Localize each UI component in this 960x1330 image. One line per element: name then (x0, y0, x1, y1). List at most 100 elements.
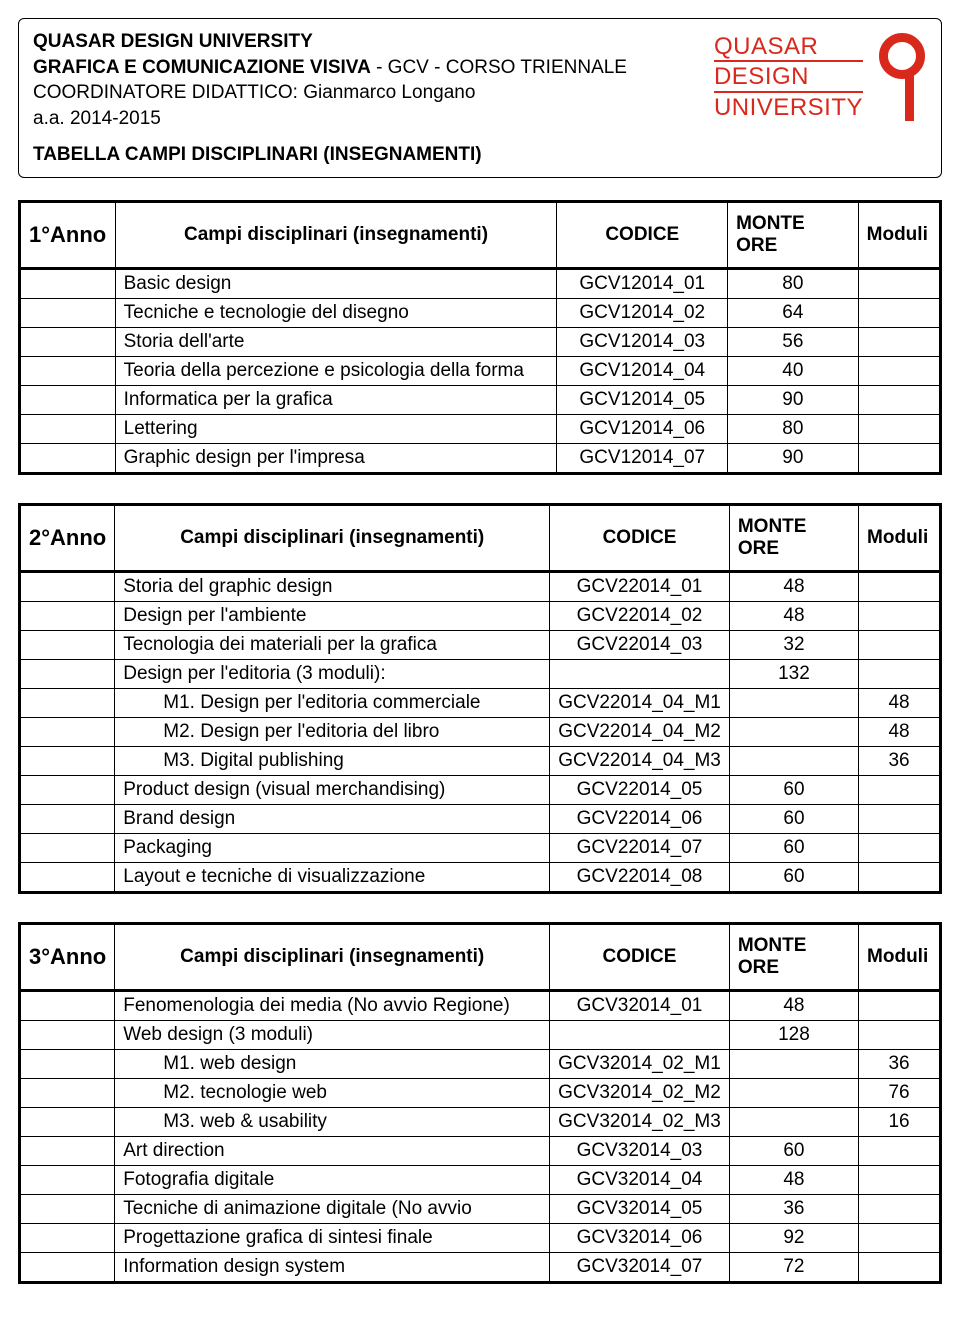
cell-course-name: Tecniche di animazione digitale (No avvi… (115, 1195, 550, 1224)
cell-course-name: Design per l'editoria (3 moduli): (115, 660, 550, 689)
cell-moduli: 48 (859, 718, 941, 747)
cell-hours: 60 (729, 776, 858, 805)
year-table-1: 1°AnnoCampi disciplinari (insegnamenti)C… (18, 200, 942, 475)
logo-q-icon (877, 33, 927, 121)
cell-moduli (859, 631, 941, 660)
cell-hours: 90 (728, 444, 859, 474)
column-monte-ore: MONTE ORE (729, 505, 858, 572)
cell-code: GCV32014_03 (550, 1137, 730, 1166)
cell-moduli (859, 805, 941, 834)
table-row: M1. web designGCV32014_02_M136 (20, 1050, 941, 1079)
cell-code: GCV22014_02 (550, 602, 730, 631)
cell-code: GCV22014_05 (550, 776, 730, 805)
cell-course-name: Lettering (115, 415, 557, 444)
table-row: M2. tecnologie webGCV32014_02_M276 (20, 1079, 941, 1108)
cell-moduli (859, 660, 941, 689)
column-codice: CODICE (550, 505, 730, 572)
cell-code: GCV32014_05 (550, 1195, 730, 1224)
cell-moduli: 76 (859, 1079, 941, 1108)
cell-code: GCV22014_07 (550, 834, 730, 863)
logo-text: QUASAR DESIGN UNIVERSITY (714, 34, 863, 120)
cell-code: GCV12014_06 (557, 415, 728, 444)
cell-course-name: Brand design (115, 805, 550, 834)
cell-empty-anno (20, 660, 115, 689)
cell-code: GCV32014_06 (550, 1224, 730, 1253)
cell-moduli (858, 386, 940, 415)
cell-course-name: M2. tecnologie web (115, 1079, 550, 1108)
cell-moduli (859, 1137, 941, 1166)
cell-moduli (859, 1224, 941, 1253)
cell-hours: 128 (729, 1021, 858, 1050)
table-row: Product design (visual merchandising)GCV… (20, 776, 941, 805)
cell-moduli: 16 (859, 1108, 941, 1137)
cell-hours: 60 (729, 805, 858, 834)
cell-hours: 80 (728, 269, 859, 299)
table-row: Brand designGCV22014_0660 (20, 805, 941, 834)
year-table-3: 3°AnnoCampi disciplinari (insegnamenti)C… (18, 922, 942, 1284)
year-block-2: 2°AnnoCampi disciplinari (insegnamenti)C… (18, 503, 942, 894)
year-block-1: 1°AnnoCampi disciplinari (insegnamenti)C… (18, 200, 942, 475)
table-row: M3. Digital publishingGCV22014_04_M336 (20, 747, 941, 776)
cell-moduli (859, 1021, 941, 1050)
cell-hours (729, 718, 858, 747)
cell-code: GCV12014_03 (557, 328, 728, 357)
cell-empty-anno (20, 718, 115, 747)
cell-course-name: Art direction (115, 1137, 550, 1166)
table-row: M2. Design per l'editoria del libroGCV22… (20, 718, 941, 747)
table-row: PackagingGCV22014_0760 (20, 834, 941, 863)
table-row: Basic designGCV12014_0180 (20, 269, 941, 299)
table-row: M1. Design per l'editoria commercialeGCV… (20, 689, 941, 718)
table-row: Storia del graphic designGCV22014_0148 (20, 572, 941, 602)
table-row: Design per l'ambienteGCV22014_0248 (20, 602, 941, 631)
year-label: 1°Anno (20, 202, 116, 269)
column-codice: CODICE (557, 202, 728, 269)
cell-empty-anno (20, 602, 115, 631)
cell-course-name: Basic design (115, 269, 557, 299)
cell-course-name: Layout e tecniche di visualizzazione (115, 863, 550, 893)
column-campi: Campi disciplinari (insegnamenti) (115, 202, 557, 269)
cell-code: GCV22014_01 (550, 572, 730, 602)
cell-moduli: 48 (859, 689, 941, 718)
table-row: Tecniche di animazione digitale (No avvi… (20, 1195, 941, 1224)
table-row: Informatica per la graficaGCV12014_0590 (20, 386, 941, 415)
column-campi: Campi disciplinari (insegnamenti) (115, 505, 550, 572)
cell-empty-anno (20, 1195, 115, 1224)
course-rest: - GCV - CORSO TRIENNALE (371, 57, 627, 78)
cell-empty-anno (20, 991, 115, 1021)
column-monte-ore: MONTE ORE (729, 924, 858, 991)
cell-code: GCV22014_04_M3 (550, 747, 730, 776)
cell-moduli (858, 328, 940, 357)
academic-year: a.a. 2014-2015 (33, 106, 627, 132)
course-bold: GRAFICA E COMUNICAZIONE VISIVA (33, 57, 371, 78)
cell-course-name: Informatica per la grafica (115, 386, 557, 415)
cell-code: GCV12014_04 (557, 357, 728, 386)
cell-course-name: Tecniche e tecnologie del disegno (115, 299, 557, 328)
cell-hours: 60 (729, 863, 858, 893)
cell-course-name: Web design (3 moduli) (115, 1021, 550, 1050)
cell-code: GCV22014_04_M1 (550, 689, 730, 718)
cell-course-name: M3. Digital publishing (115, 747, 550, 776)
year-label: 3°Anno (20, 924, 115, 991)
table-row: Storia dell'arteGCV12014_0356 (20, 328, 941, 357)
table-row: Graphic design per l'impresaGCV12014_079… (20, 444, 941, 474)
cell-moduli (859, 776, 941, 805)
cell-hours: 60 (729, 834, 858, 863)
cell-code: GCV32014_02_M1 (550, 1050, 730, 1079)
cell-hours: 48 (729, 991, 858, 1021)
cell-code (550, 660, 730, 689)
table-row: M3. web & usabilityGCV32014_02_M316 (20, 1108, 941, 1137)
cell-hours: 36 (729, 1195, 858, 1224)
cell-empty-anno (20, 805, 115, 834)
cell-hours: 48 (729, 1166, 858, 1195)
cell-course-name: M1. web design (115, 1050, 550, 1079)
cell-hours: 132 (729, 660, 858, 689)
cell-code: GCV22014_04_M2 (550, 718, 730, 747)
column-moduli: Moduli (858, 202, 940, 269)
cell-hours (729, 1079, 858, 1108)
cell-moduli (859, 572, 941, 602)
cell-code: GCV32014_02_M3 (550, 1108, 730, 1137)
table-row: Layout e tecniche di visualizzazioneGCV2… (20, 863, 941, 893)
cell-moduli (858, 415, 940, 444)
cell-code: GCV22014_08 (550, 863, 730, 893)
cell-course-name: M2. Design per l'editoria del libro (115, 718, 550, 747)
